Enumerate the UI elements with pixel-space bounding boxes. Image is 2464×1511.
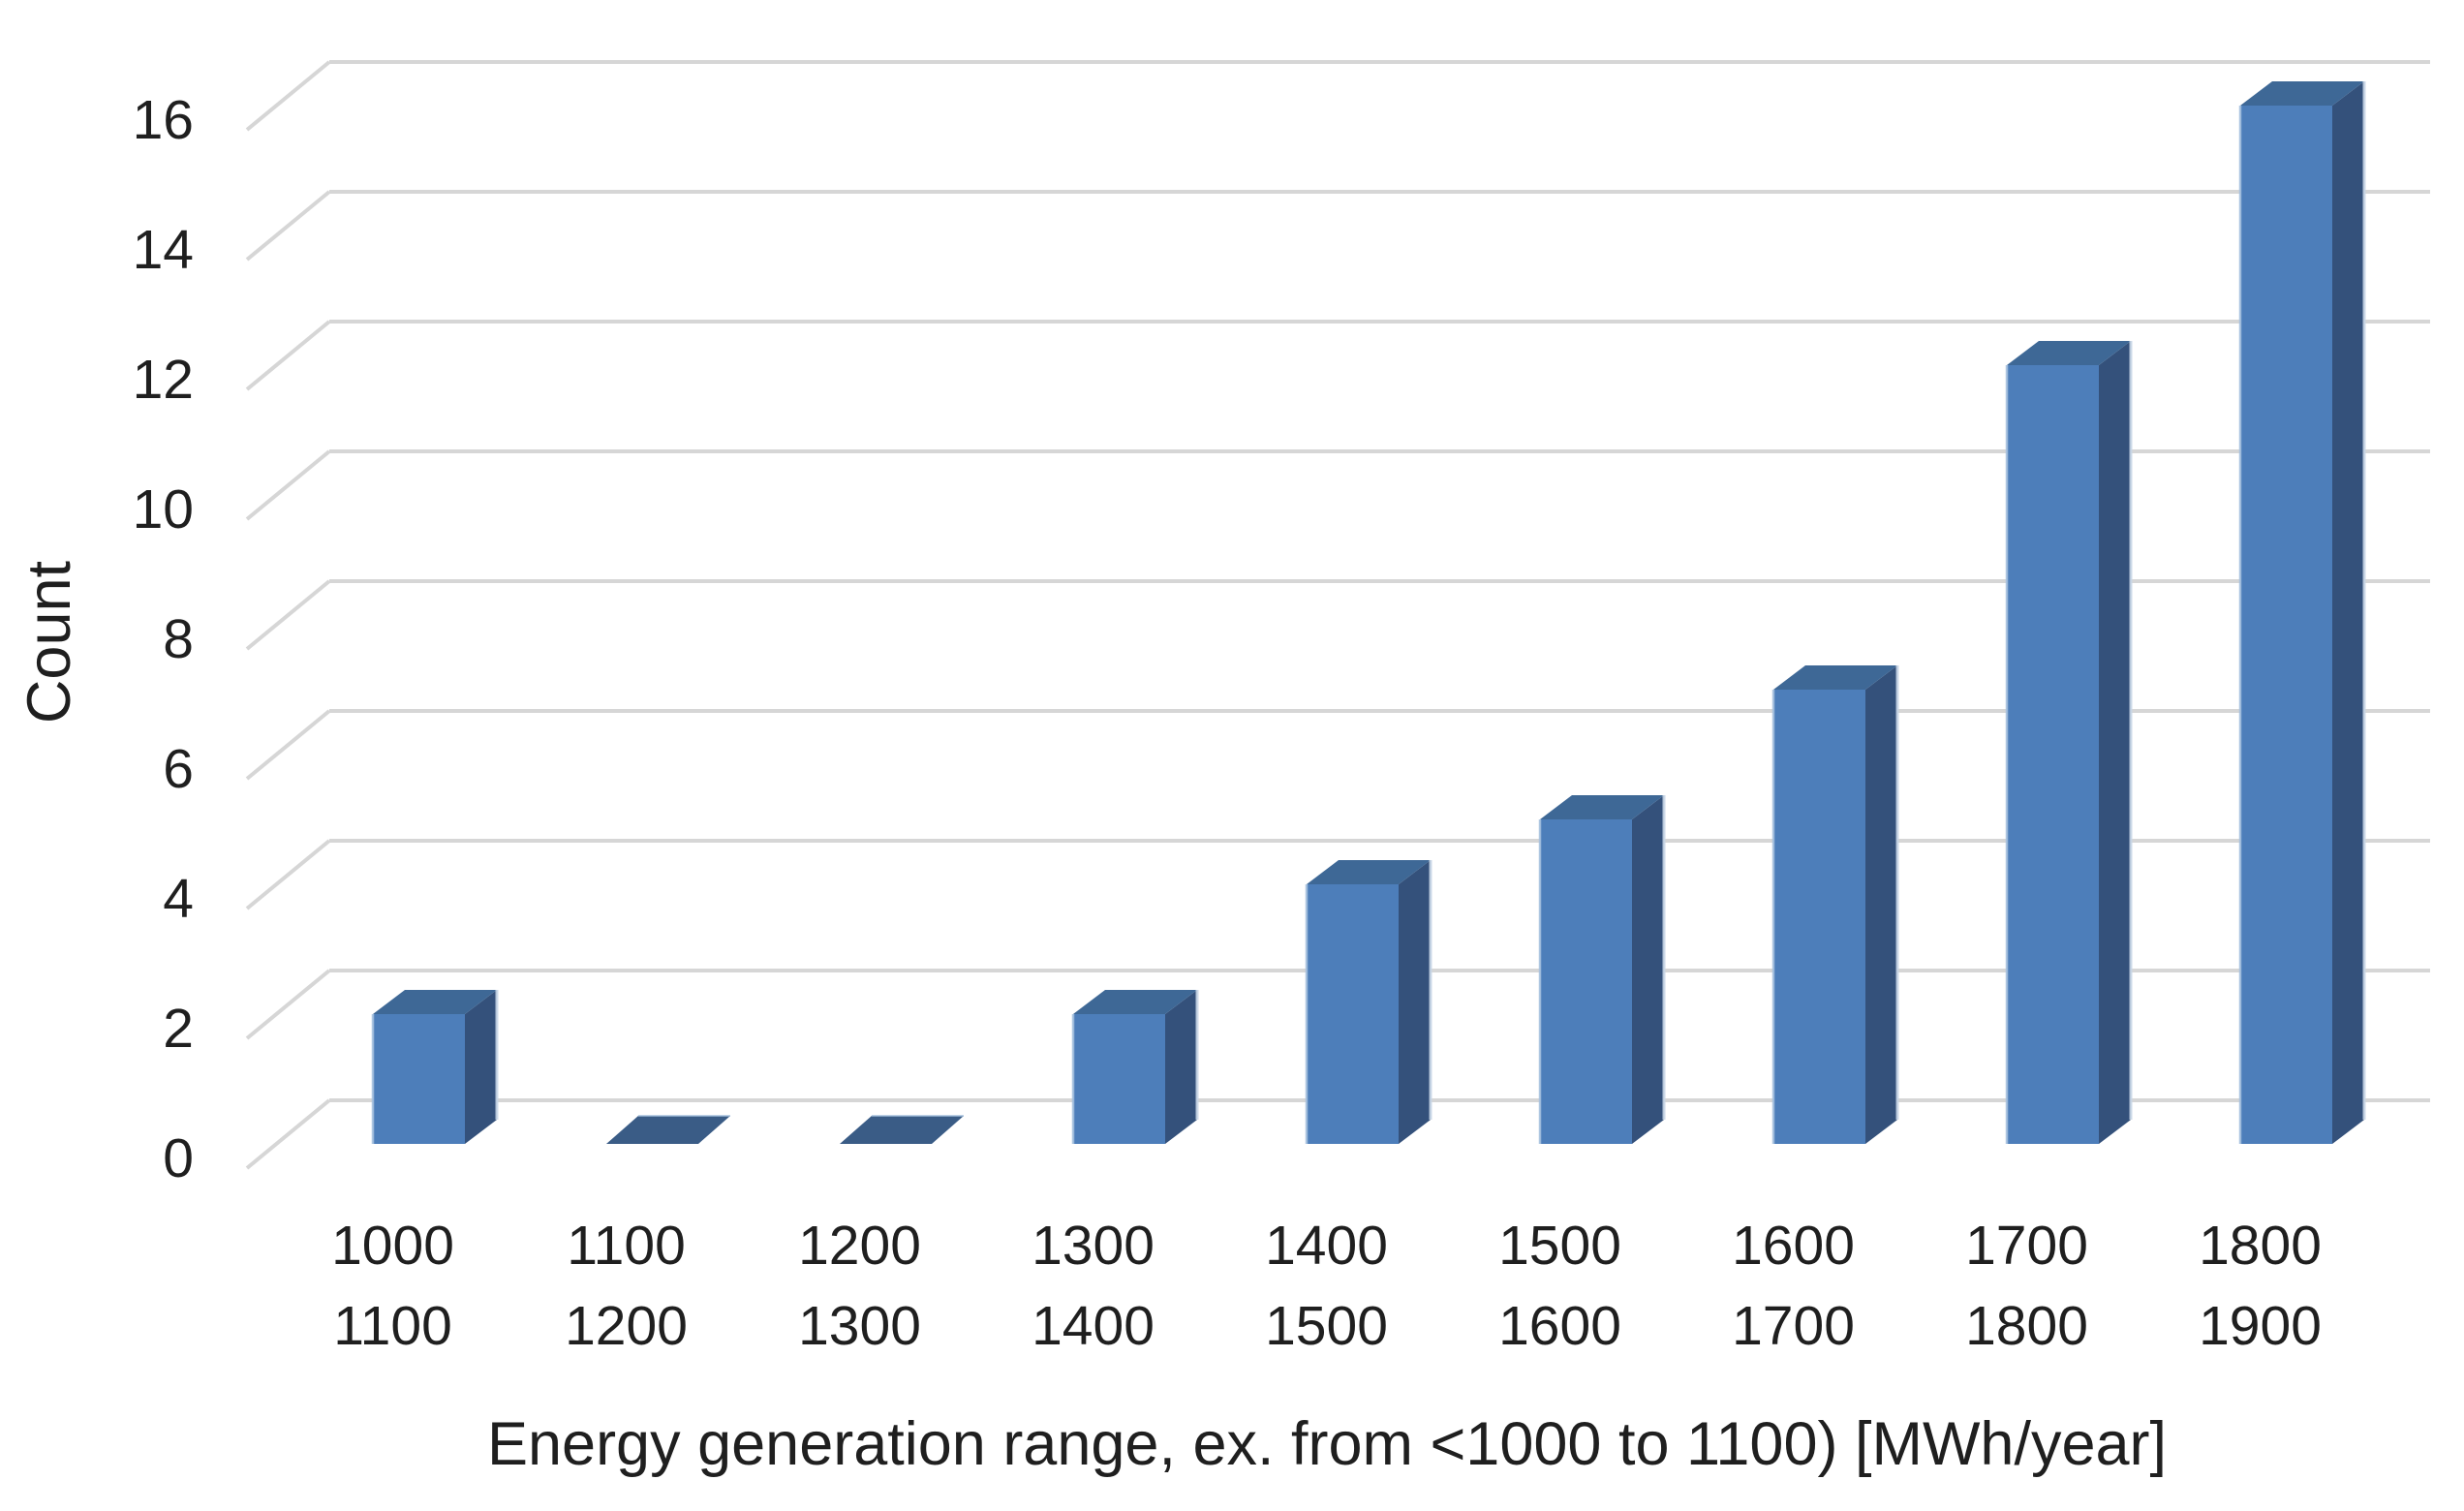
x-cat-label-1100-top: 1100 xyxy=(567,1215,686,1277)
bar-1600-1700 xyxy=(1771,665,1899,1144)
y-tick-label-6: 6 xyxy=(163,738,194,800)
x-cat-label-1300-bottom: 1300 xyxy=(798,1295,921,1357)
x-cat-label-1600-bottom: 1600 xyxy=(1498,1295,1621,1357)
bar-1500-1600-top-face xyxy=(1540,795,1664,819)
y-tick-label-12: 12 xyxy=(133,349,194,411)
bars xyxy=(371,81,2366,1144)
bar-1400-1500-top-face xyxy=(1307,860,1431,884)
x-cat-label-1200-bottom: 1200 xyxy=(565,1295,688,1357)
bar-1500-1600-front-face xyxy=(1540,819,1632,1144)
bar-1400-1500-side-face xyxy=(1399,860,1431,1144)
bar-1700-1800-side-face xyxy=(2099,341,2131,1144)
x-axis-category-labels: 1000 1100 1100 1200 1200 1300 1300 1400 1400 1500… xyxy=(331,1215,2322,1357)
bar-1000-1100-side-face xyxy=(465,990,497,1144)
x-cat-label-1800-top: 1800 xyxy=(2199,1215,2322,1277)
gridline-connector-10 xyxy=(245,449,331,521)
y-tick-label-16: 16 xyxy=(133,89,194,151)
bar-1600-1700-front-face xyxy=(1773,690,1865,1144)
gridline-connector-0 xyxy=(245,1098,331,1170)
y-tick-label-14: 14 xyxy=(133,219,194,281)
bar-1000-1100-front-face xyxy=(373,1014,465,1144)
bar-1800-1900-side-face xyxy=(2332,81,2364,1144)
x-axis-title: Energy generation range, ex. from <1000 … xyxy=(487,1410,2167,1478)
x-cat-label-1700-top: 1700 xyxy=(1965,1215,2088,1277)
bar-1300-1400-front-face xyxy=(1073,1014,1165,1144)
x-cat-label-1100-bottom: 1100 xyxy=(333,1295,452,1357)
bar-1200-1300-top-face xyxy=(840,1116,964,1144)
bar-1100-1200 xyxy=(606,1115,730,1144)
gridline-connector-16 xyxy=(245,60,331,132)
x-cat-label-1300-top: 1300 xyxy=(1032,1215,1155,1277)
y-tick-label-0: 0 xyxy=(163,1127,194,1189)
gridline-connector-4 xyxy=(245,839,331,910)
gridline-connector-2 xyxy=(245,969,331,1040)
bar-1600-1700-top-face xyxy=(1773,665,1897,690)
bar-1300-1400 xyxy=(1071,990,1199,1144)
bar-1200-1300 xyxy=(840,1115,964,1144)
x-cat-label-1500-top: 1500 xyxy=(1498,1215,1621,1277)
bar-1800-1900-front-face xyxy=(2240,106,2332,1144)
x-cat-label-1400-bottom: 1400 xyxy=(1032,1295,1155,1357)
bar-1500-1600-side-face xyxy=(1632,795,1664,1144)
x-cat-label-1700-bottom: 1700 xyxy=(1732,1295,1855,1357)
gridline-connector-12 xyxy=(245,320,331,391)
x-cat-label-1800-bottom: 1800 xyxy=(1965,1295,2088,1357)
x-cat-label-1400-top: 1400 xyxy=(1265,1215,1388,1277)
x-cat-label-1500-bottom: 1500 xyxy=(1265,1295,1388,1357)
bar-1800-1900 xyxy=(2238,81,2366,1144)
gridline-connector-8 xyxy=(245,579,331,651)
bar-1000-1100 xyxy=(371,990,499,1144)
x-cat-label-1900-bottom: 1900 xyxy=(2199,1295,2322,1357)
bar-1300-1400-top-face xyxy=(1073,990,1197,1014)
x-cat-label-1600-top: 1600 xyxy=(1732,1215,1855,1277)
bar-1500-1600 xyxy=(1538,795,1666,1144)
bar-1600-1700-side-face xyxy=(1865,665,1897,1144)
y-tick-label-10: 10 xyxy=(133,478,194,540)
x-cat-label-1200-top: 1200 xyxy=(798,1215,921,1277)
y-axis-title: Count xyxy=(15,560,83,724)
bar-1700-1800-front-face xyxy=(2007,365,2099,1144)
gridline-connector-6 xyxy=(245,709,331,781)
bar-1400-1500 xyxy=(1305,860,1432,1144)
bar-1300-1400-side-face xyxy=(1165,990,1197,1144)
bar-1400-1500-front-face xyxy=(1307,884,1399,1144)
bar-1700-1800-top-face xyxy=(2007,341,2131,365)
bar-1700-1800 xyxy=(2005,341,2133,1144)
x-cat-label-1000-top: 1000 xyxy=(331,1215,454,1277)
bar-1800-1900-top-face xyxy=(2240,81,2364,106)
y-tick-label-8: 8 xyxy=(163,608,194,670)
bar-1000-1100-top-face xyxy=(373,990,497,1014)
y-axis-tick-labels: 0 2 4 6 8 10 12 14 16 xyxy=(133,89,194,1189)
y-tick-label-2: 2 xyxy=(163,998,194,1060)
y-tick-label-4: 4 xyxy=(163,868,194,930)
bar-1100-1200-top-face xyxy=(606,1116,730,1144)
gridline-connector-14 xyxy=(245,190,331,262)
